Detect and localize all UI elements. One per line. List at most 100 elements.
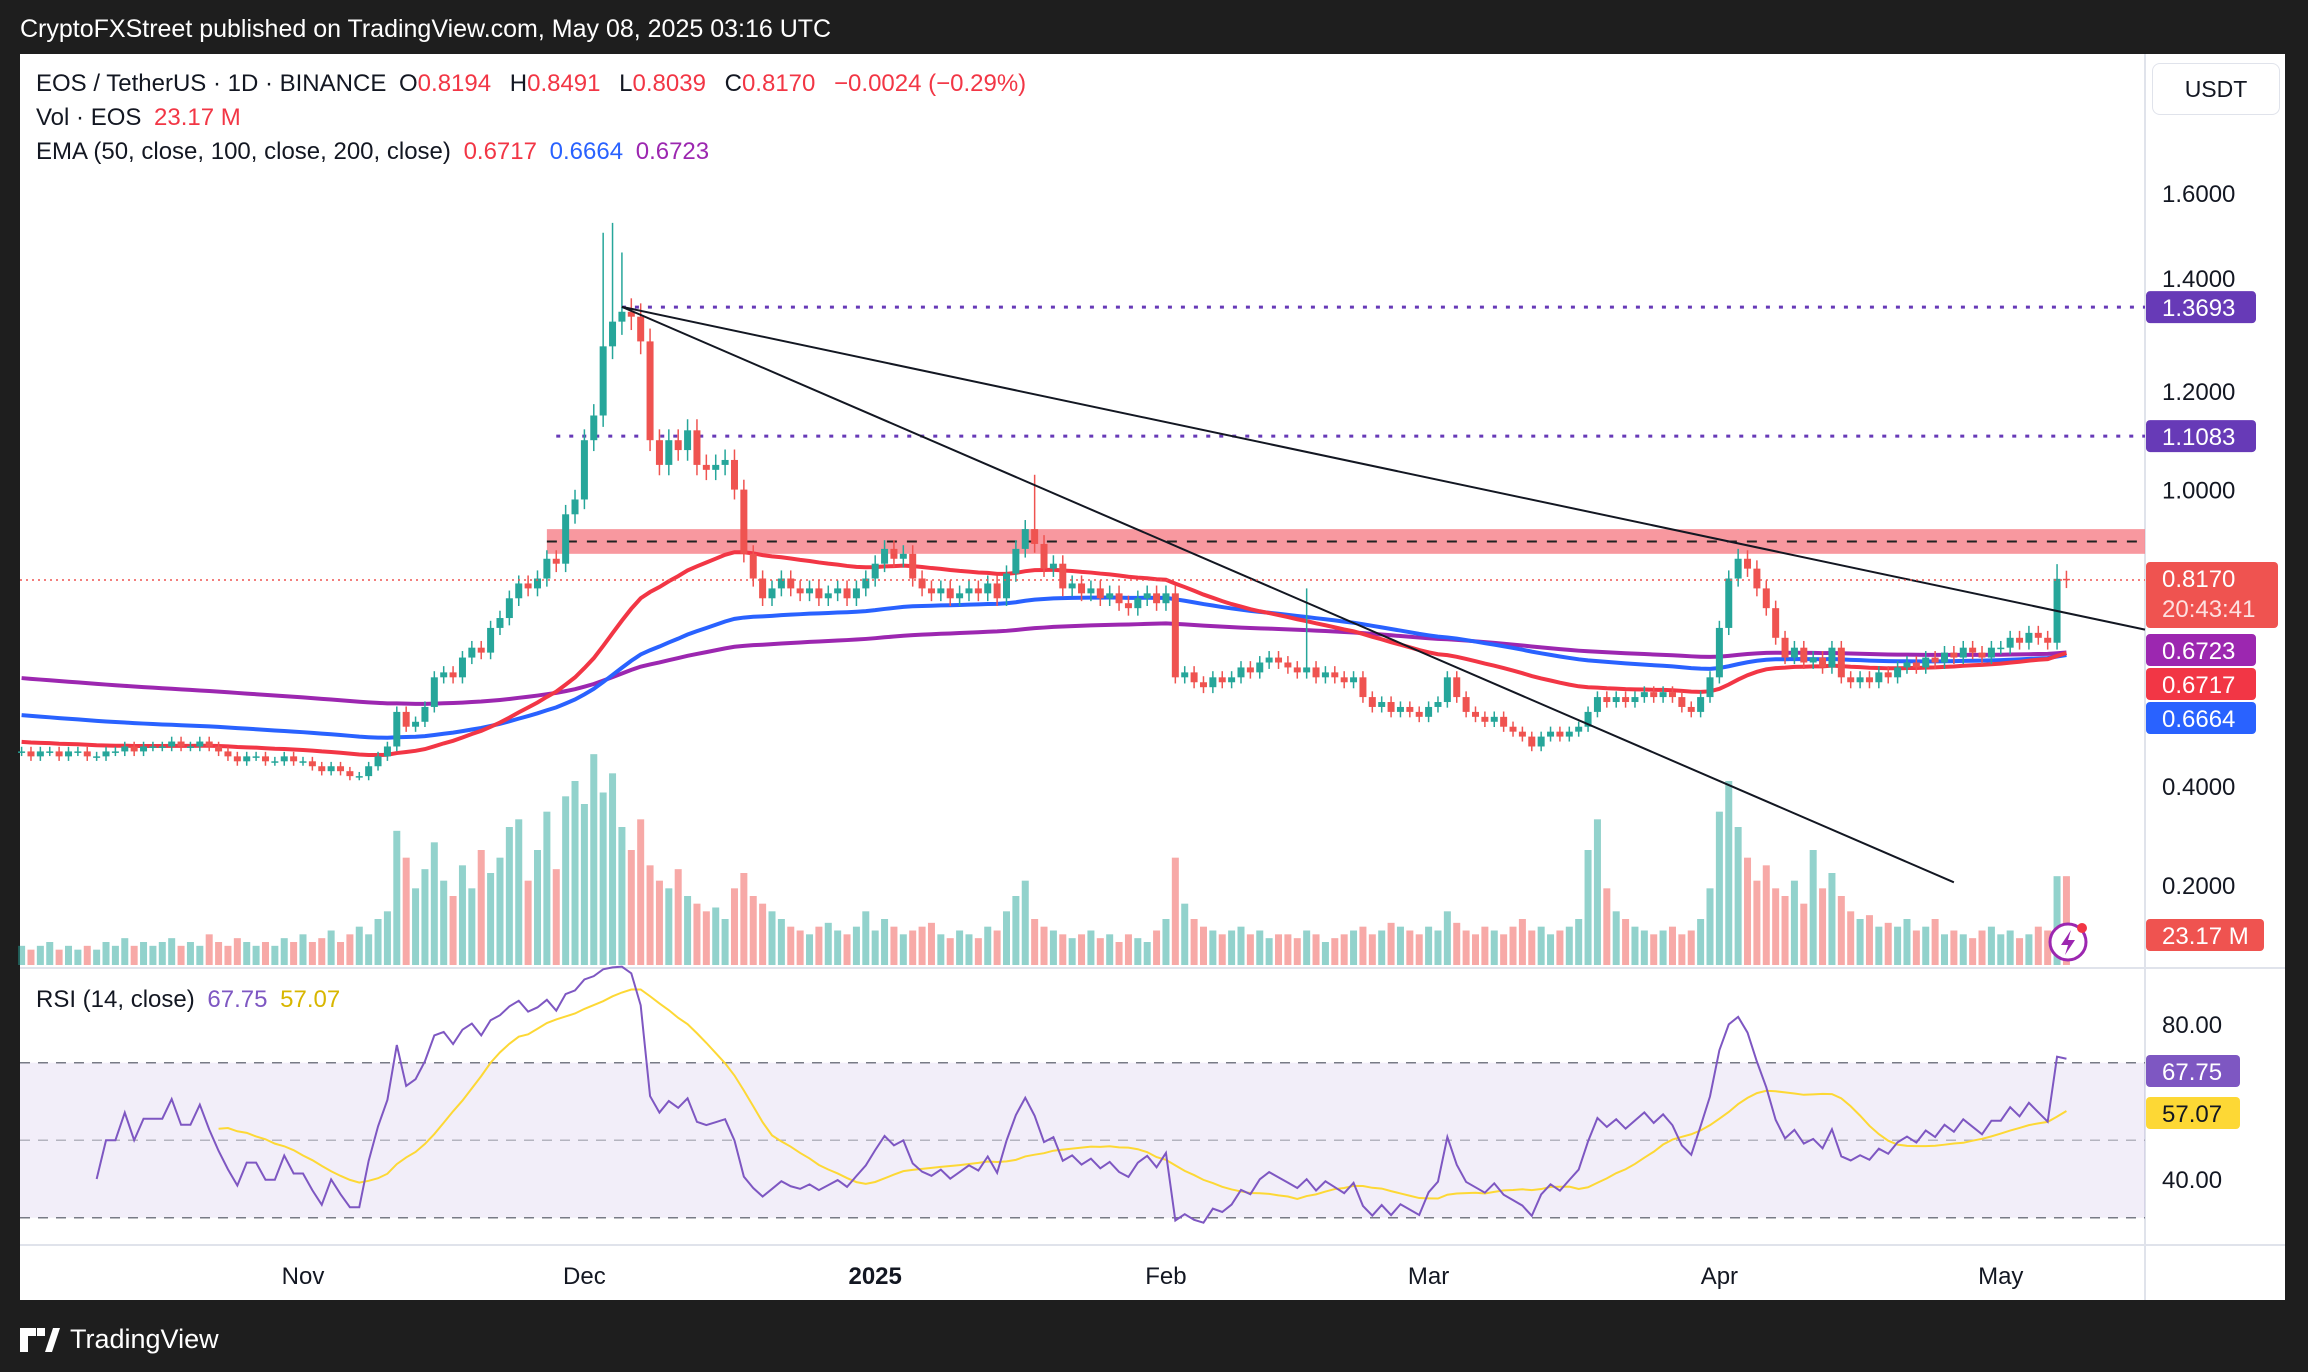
currency-selector[interactable]: USDT [2152, 63, 2280, 115]
candle-body [1959, 647, 1967, 658]
candle [1059, 555, 1067, 597]
high-label: H [509, 70, 528, 97]
candle-body [862, 578, 870, 589]
candle [1396, 701, 1404, 718]
price-tick-label: 1.4000 [2162, 266, 2235, 293]
candle-body [1762, 588, 1770, 609]
candle-body [243, 756, 251, 762]
candle [852, 580, 860, 606]
candle [2006, 630, 2014, 655]
volume-bar [1481, 926, 1489, 965]
candle-body [1922, 657, 1930, 668]
volume-bar [993, 930, 1001, 965]
volume-bar [393, 830, 401, 965]
candle [2053, 564, 2061, 650]
publish-header: CryptoFXStreet published on TradingView.… [20, 15, 832, 43]
candle-body [927, 588, 935, 594]
alert-dot [2077, 923, 2087, 933]
candle-body [1162, 593, 1170, 604]
trendline-0[interactable] [621, 305, 1955, 884]
candle [1284, 656, 1292, 674]
symbol-name[interactable]: EOS / TetherUS · 1D · BINANCE [36, 70, 387, 97]
volume-bar [468, 888, 476, 965]
volume-bar [1678, 934, 1686, 965]
candle-body [712, 464, 720, 470]
candle [1753, 560, 1761, 597]
candle [393, 706, 401, 752]
candle-body [1847, 677, 1855, 683]
volume-bar [280, 938, 288, 965]
candle [1556, 726, 1564, 742]
candle [1331, 666, 1339, 684]
volume-bar [346, 934, 354, 965]
tradingview-logo[interactable]: TradingView [20, 1324, 219, 1355]
candle [1603, 691, 1611, 708]
volume-bar [562, 796, 570, 965]
candle [655, 429, 663, 476]
candle [571, 489, 579, 524]
volume-bar [1734, 827, 1742, 965]
volume-bar [55, 949, 63, 965]
candle-body [158, 746, 166, 748]
candle-body [524, 583, 532, 589]
volume-bar [1246, 934, 1254, 965]
candle-body [1640, 692, 1648, 698]
candle-body [1434, 702, 1442, 707]
candle [1978, 646, 1986, 665]
candle-body [1687, 706, 1695, 712]
volume-bar [1631, 926, 1639, 965]
volume-label[interactable]: Vol · EOS [36, 104, 142, 131]
candle [1209, 671, 1217, 694]
volume-bar [1434, 930, 1442, 965]
candle-body [271, 761, 279, 763]
volume-bar [1462, 930, 1470, 965]
candle-body [1715, 627, 1723, 678]
candle-body [1190, 672, 1198, 683]
volume-bar [1406, 930, 1414, 965]
candle-body [1378, 702, 1386, 707]
volume-bar [1575, 919, 1583, 965]
volume-value: 23.17 M [154, 104, 241, 131]
candle [665, 429, 673, 476]
volume-bar [374, 919, 382, 965]
candle [974, 580, 982, 602]
candle [721, 449, 729, 476]
candle [1875, 666, 1883, 689]
candle-body [186, 746, 194, 748]
candle-body [1575, 726, 1583, 732]
volume-bar [140, 942, 148, 965]
candle-body [1528, 736, 1536, 747]
level-label-1: 1.3693 [2162, 295, 2235, 322]
candle-body [693, 430, 701, 465]
candle-body [749, 553, 757, 579]
low-value: 0.8039 [632, 70, 706, 97]
candle [121, 741, 129, 757]
candle [1518, 726, 1526, 742]
ema-label[interactable]: EMA (50, close, 100, close, 200, close) [36, 138, 451, 165]
open-label: O [399, 70, 418, 97]
candle [1378, 696, 1386, 713]
volume-bar [824, 922, 832, 965]
rsi-value: 67.75 [207, 986, 268, 1013]
candle-body [130, 746, 138, 752]
volume-bar [1134, 938, 1142, 965]
lightning-icon[interactable] [2048, 922, 2088, 962]
candle [1697, 691, 1705, 718]
volume-bar [93, 949, 101, 965]
volume-bar [36, 945, 44, 965]
candle [759, 570, 767, 606]
candle-body [881, 548, 889, 564]
rsi-label[interactable]: RSI (14, close) [36, 986, 195, 1013]
candle-body [1331, 672, 1339, 678]
candle [46, 746, 54, 757]
candle-body [449, 672, 457, 678]
candle [308, 756, 316, 771]
volume-bar [1359, 926, 1367, 965]
candle-body [937, 588, 945, 594]
time-tick-label: Apr [1701, 1263, 1738, 1290]
candle [1575, 721, 1583, 737]
volume-bar [543, 811, 551, 965]
trendline-1[interactable] [621, 305, 2146, 631]
candle-body [1359, 677, 1367, 698]
